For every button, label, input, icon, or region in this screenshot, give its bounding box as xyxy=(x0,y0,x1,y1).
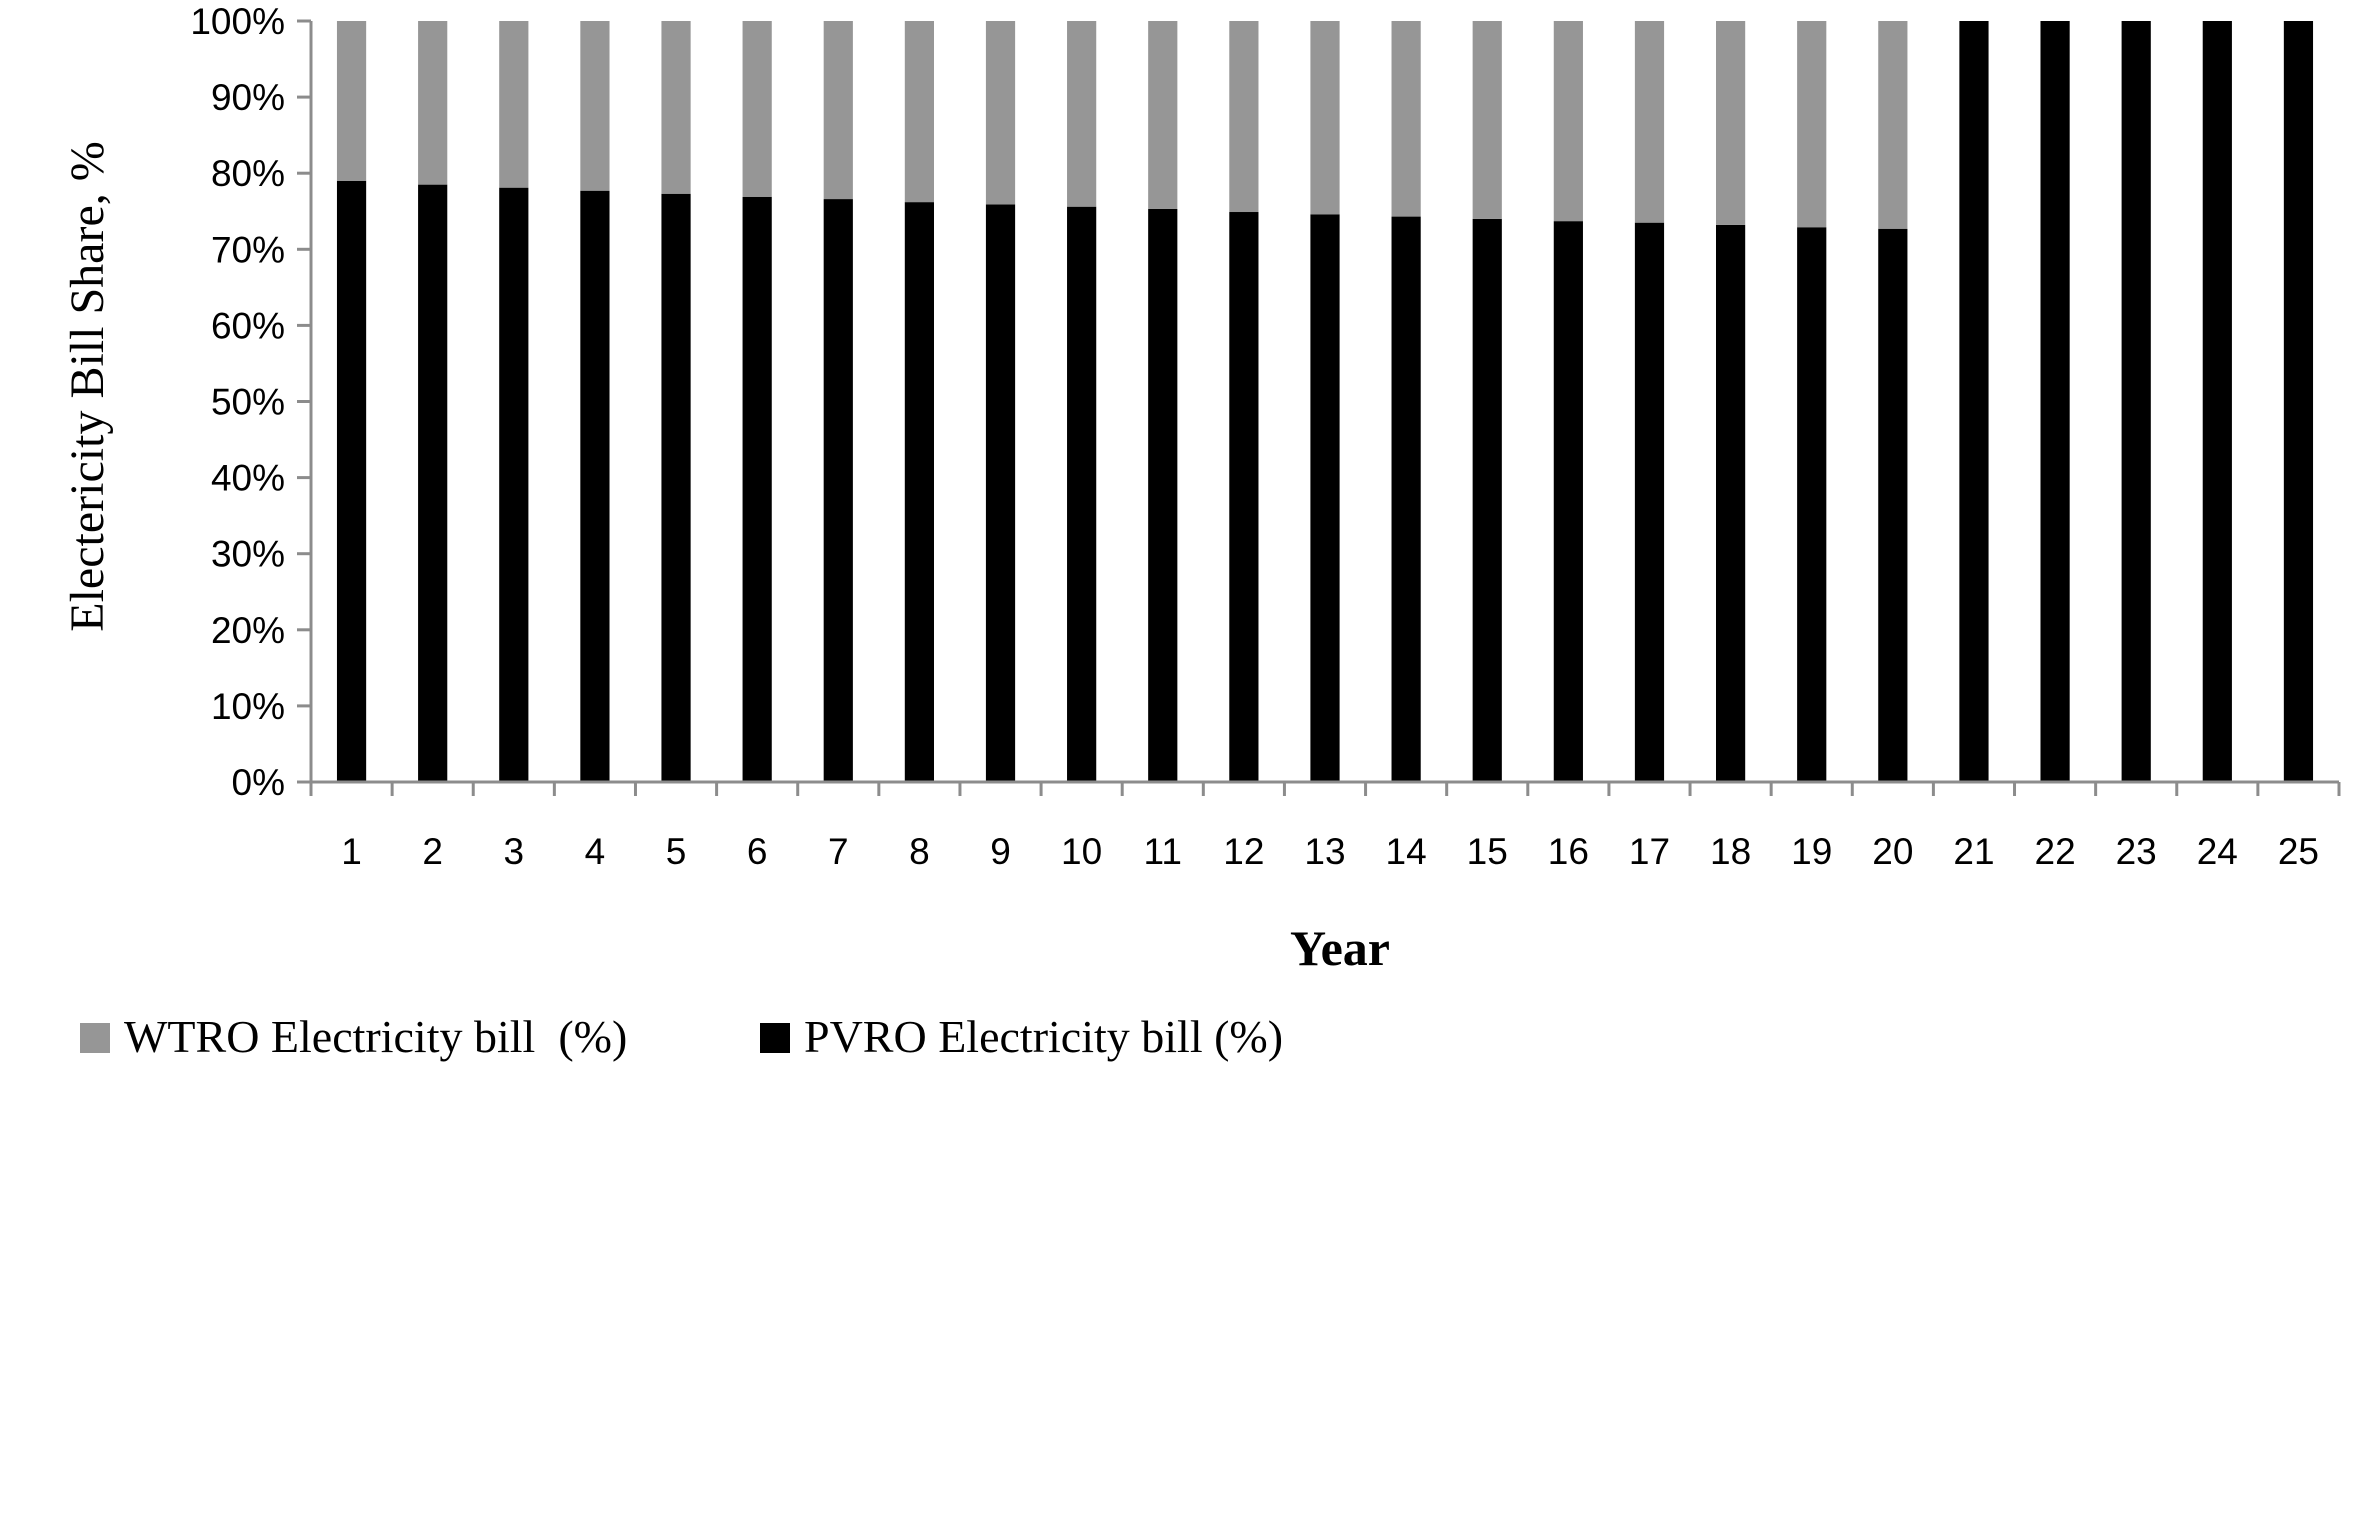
bar-segment-wtro xyxy=(336,21,367,181)
bar-segment-pvro xyxy=(2202,21,2232,782)
bar-segment-wtro xyxy=(580,21,610,191)
y-tick-label: 90% xyxy=(211,77,285,118)
x-tick-label: 11 xyxy=(1144,831,1182,872)
bar-segment-wtro xyxy=(1553,21,1583,222)
y-tick-label: 80% xyxy=(211,153,285,194)
y-tick-label: 70% xyxy=(211,229,285,270)
x-tick-label: 21 xyxy=(1953,831,1994,872)
y-axis-title: Electericity Bill Share, % xyxy=(61,141,114,632)
bar-segment-pvro xyxy=(985,204,1016,782)
bar-segment-pvro xyxy=(661,193,691,782)
legend-label: WTRO Electricity bill (%) xyxy=(124,1011,627,1062)
bar-segment-wtro xyxy=(499,21,529,188)
legend: WTRO Electricity bill (%) PVRO Electricit… xyxy=(80,1011,1283,1062)
bar-segment-pvro xyxy=(1959,21,1989,782)
x-tick-label: 1 xyxy=(341,831,362,872)
bar-segment-wtro xyxy=(1229,21,1259,213)
bar-segment-wtro xyxy=(985,21,1016,205)
bars-group xyxy=(336,21,2314,783)
bar-segment-pvro xyxy=(499,187,529,782)
x-tick-label: 4 xyxy=(585,831,606,872)
x-tick-label: 8 xyxy=(909,831,930,872)
x-tick-label: 14 xyxy=(1386,831,1427,872)
legend-label: PVRO Electricity bill (%) xyxy=(804,1011,1283,1062)
x-tick-label: 7 xyxy=(828,831,849,872)
x-tick-label: 13 xyxy=(1304,831,1345,872)
bar-segment-wtro xyxy=(1148,21,1178,209)
bar-segment-pvro xyxy=(2040,21,2070,782)
bar-segment-pvro xyxy=(1067,206,1097,782)
y-tick-label: 50% xyxy=(211,382,285,423)
legend-swatch xyxy=(80,1023,110,1053)
y-tick-label: 30% xyxy=(211,534,285,575)
x-tick-label: 12 xyxy=(1223,831,1264,872)
bar-segment-pvro xyxy=(1634,222,1665,783)
y-tick-label: 10% xyxy=(211,686,285,727)
bar-segment-pvro xyxy=(2283,21,2314,782)
bar-segment-wtro xyxy=(742,21,772,197)
bar-segment-pvro xyxy=(2121,21,2151,782)
x-tick-label: 15 xyxy=(1467,831,1508,872)
x-tick-label: 19 xyxy=(1791,831,1832,872)
x-ticks-group: 1 2 3 4 5 6 7 8 9 10 11 12 13 14 15 16 17 18 19 20 21 22 23 24 2… xyxy=(309,782,2341,872)
bar-segment-wtro xyxy=(1878,21,1908,229)
bar-segment-wtro xyxy=(661,21,691,194)
y-tick-label: 20% xyxy=(211,610,285,651)
bar-segment-pvro xyxy=(1553,221,1583,782)
x-tick-label: 16 xyxy=(1548,831,1589,872)
x-tick-label: 3 xyxy=(504,831,525,872)
bar-segment-wtro xyxy=(1391,21,1421,217)
x-tick-label: 24 xyxy=(2197,831,2238,872)
bar-segment-pvro xyxy=(1797,227,1827,782)
x-tick-label: 2 xyxy=(422,831,443,872)
x-tick-label: 9 xyxy=(990,831,1011,872)
legend-swatch xyxy=(760,1023,790,1053)
y-ticks-group: 0% 10% 20% 30% 40% 50% 60% 70% 80% 90% 100% xyxy=(190,1,311,803)
x-tick-label: 18 xyxy=(1710,831,1751,872)
bar-segment-pvro xyxy=(1391,216,1421,782)
bar-segment-pvro xyxy=(1878,228,1908,783)
bar-segment-pvro xyxy=(1229,212,1259,783)
x-tick-label: 20 xyxy=(1872,831,1913,872)
x-tick-label: 6 xyxy=(747,831,768,872)
x-tick-label: 22 xyxy=(2035,831,2076,872)
x-tick-label: 17 xyxy=(1629,831,1670,872)
y-tick-label: 0% xyxy=(232,762,285,803)
bar-segment-pvro xyxy=(1310,214,1340,782)
bar-segment-pvro xyxy=(1472,218,1502,783)
y-tick-label: 40% xyxy=(211,458,285,499)
bar-segment-wtro xyxy=(418,21,448,185)
y-tick-label: 100% xyxy=(190,1,285,42)
bar-segment-pvro xyxy=(580,190,610,782)
bar-segment-wtro xyxy=(1472,21,1502,219)
bar-segment-pvro xyxy=(1715,224,1746,782)
x-axis-title: Year xyxy=(1290,920,1390,976)
bar-segment-wtro xyxy=(1715,21,1746,225)
bar-segment-pvro xyxy=(904,202,935,783)
x-tick-label: 10 xyxy=(1061,831,1102,872)
bar-segment-wtro xyxy=(1634,21,1665,223)
bar-segment-wtro xyxy=(823,21,853,200)
x-tick-label: 5 xyxy=(666,831,687,872)
bar-segment-pvro xyxy=(1148,208,1178,783)
bar-segment-pvro xyxy=(336,180,367,782)
bar-segment-wtro xyxy=(1797,21,1827,228)
bar-segment-wtro xyxy=(1310,21,1340,215)
bar-segment-wtro xyxy=(1067,21,1097,207)
bar-segment-pvro xyxy=(742,196,772,782)
bar-segment-pvro xyxy=(823,199,853,783)
x-tick-label: 23 xyxy=(2116,831,2157,872)
bar-segment-pvro xyxy=(418,184,448,783)
y-tick-label: 60% xyxy=(211,305,285,346)
x-tick-label: 25 xyxy=(2278,831,2319,872)
bar-segment-wtro xyxy=(904,21,935,203)
